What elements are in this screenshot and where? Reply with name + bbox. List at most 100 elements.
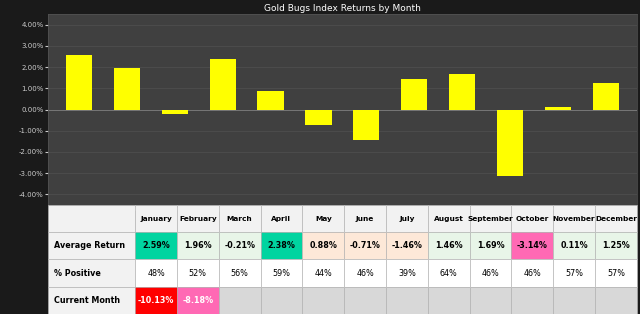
Bar — [48, 287, 135, 314]
Title: Gold Bugs Index Returns by Month: Gold Bugs Index Returns by Month — [264, 4, 421, 14]
Bar — [553, 232, 595, 259]
Text: 52%: 52% — [189, 268, 207, 278]
Text: December: December — [595, 216, 637, 222]
Text: 57%: 57% — [565, 268, 583, 278]
Bar — [595, 205, 637, 232]
Text: -1.46%: -1.46% — [392, 241, 422, 250]
Text: 57%: 57% — [607, 268, 625, 278]
Text: May: May — [315, 216, 332, 222]
Bar — [428, 232, 470, 259]
Bar — [219, 259, 260, 287]
Bar — [260, 287, 302, 314]
Bar — [135, 232, 177, 259]
Text: 56%: 56% — [230, 268, 248, 278]
Text: Current Month: Current Month — [54, 296, 120, 305]
Text: 0.11%: 0.11% — [560, 241, 588, 250]
Text: October: October — [516, 216, 549, 222]
Bar — [302, 205, 344, 232]
Bar — [177, 287, 219, 314]
Text: 2.59%: 2.59% — [142, 241, 170, 250]
Bar — [595, 232, 637, 259]
Text: 59%: 59% — [273, 268, 291, 278]
Text: January: January — [140, 216, 172, 222]
Bar — [386, 232, 428, 259]
Bar — [66, 55, 92, 110]
Bar — [545, 107, 571, 110]
Bar — [386, 205, 428, 232]
Bar — [511, 205, 553, 232]
Bar — [553, 259, 595, 287]
Bar — [428, 259, 470, 287]
Text: 1.69%: 1.69% — [477, 241, 504, 250]
Bar — [209, 59, 236, 110]
Bar — [511, 259, 553, 287]
Text: 44%: 44% — [314, 268, 332, 278]
Bar — [497, 110, 523, 176]
Text: June: June — [356, 216, 374, 222]
Bar — [219, 232, 260, 259]
Bar — [595, 259, 637, 287]
Bar — [511, 232, 553, 259]
Text: 39%: 39% — [398, 268, 416, 278]
Text: 46%: 46% — [524, 268, 541, 278]
Text: 64%: 64% — [440, 268, 458, 278]
Text: March: March — [227, 216, 252, 222]
Bar — [260, 259, 302, 287]
Text: -10.13%: -10.13% — [138, 296, 174, 305]
Text: August: August — [434, 216, 463, 222]
Text: July: July — [399, 216, 415, 222]
Bar — [219, 205, 260, 232]
Text: 0.88%: 0.88% — [309, 241, 337, 250]
Bar — [470, 232, 511, 259]
Text: April: April — [271, 216, 291, 222]
Bar — [48, 232, 135, 259]
Bar — [553, 205, 595, 232]
Text: November: November — [553, 216, 595, 222]
Bar — [302, 232, 344, 259]
Bar — [470, 205, 511, 232]
Bar — [344, 232, 386, 259]
Bar — [595, 287, 637, 314]
Bar — [135, 259, 177, 287]
Text: September: September — [468, 216, 513, 222]
Bar — [470, 259, 511, 287]
Text: -0.71%: -0.71% — [349, 241, 381, 250]
Bar — [386, 259, 428, 287]
Bar — [511, 287, 553, 314]
Bar — [260, 232, 302, 259]
Bar — [401, 78, 428, 110]
Bar — [305, 110, 332, 125]
Bar — [344, 205, 386, 232]
Bar — [593, 83, 619, 110]
Text: 1.46%: 1.46% — [435, 241, 463, 250]
Bar — [260, 205, 302, 232]
Bar — [177, 259, 219, 287]
Bar — [470, 287, 511, 314]
Bar — [344, 259, 386, 287]
Bar — [257, 91, 284, 110]
Bar — [449, 74, 476, 110]
Bar — [553, 287, 595, 314]
Bar — [135, 205, 177, 232]
Bar — [302, 287, 344, 314]
Text: 46%: 46% — [356, 268, 374, 278]
Text: Average Return: Average Return — [54, 241, 125, 250]
Text: -0.21%: -0.21% — [224, 241, 255, 250]
Text: 1.25%: 1.25% — [602, 241, 630, 250]
Bar — [386, 287, 428, 314]
Bar — [353, 110, 380, 140]
Text: -3.14%: -3.14% — [517, 241, 548, 250]
Bar — [162, 110, 188, 114]
Bar — [302, 259, 344, 287]
Bar — [344, 287, 386, 314]
Text: 2.38%: 2.38% — [268, 241, 296, 250]
Bar — [114, 68, 140, 110]
Bar — [48, 259, 135, 287]
Bar — [428, 205, 470, 232]
Bar — [135, 287, 177, 314]
Text: 1.96%: 1.96% — [184, 241, 212, 250]
Bar — [177, 205, 219, 232]
Text: -8.18%: -8.18% — [182, 296, 213, 305]
Bar — [48, 205, 135, 232]
Bar — [219, 287, 260, 314]
